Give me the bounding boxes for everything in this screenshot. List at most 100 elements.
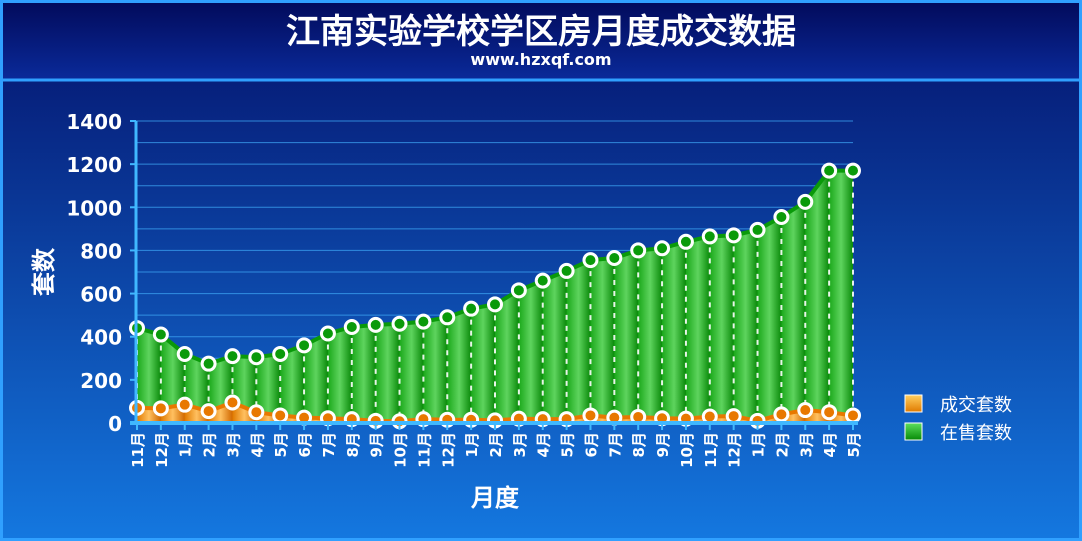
on-sale-point (821, 162, 838, 179)
y-tick-label: 1200 (66, 153, 122, 177)
x-tick-label: 2月 (201, 432, 219, 457)
on-sale-point (797, 193, 814, 210)
on-sale-area-stripe (805, 170, 830, 423)
y-tick-label: 1000 (66, 196, 122, 220)
x-tick-label: 1月 (463, 432, 481, 457)
y-tick-label: 600 (80, 283, 122, 307)
sold-point (821, 404, 838, 421)
x-tick-label: 3月 (224, 432, 242, 457)
sold-point (725, 408, 742, 425)
header-band (0, 0, 1082, 80)
chart-subtitle: www.hzxqf.com (470, 50, 611, 69)
on-sale-point (845, 162, 861, 179)
on-sale-point (152, 326, 169, 343)
x-tick-label: 9月 (654, 432, 672, 457)
on-sale-point (558, 262, 575, 279)
on-sale-point (176, 345, 193, 362)
on-sale-point (510, 282, 527, 299)
y-tick-label: 1400 (66, 110, 122, 134)
sold-point (797, 402, 814, 419)
on-sale-point (677, 233, 694, 250)
y-tick-label: 0 (108, 412, 122, 436)
y-tick-label: 800 (80, 239, 122, 263)
x-tick-label: 1月 (177, 432, 195, 457)
y-axis-ticks: 0 200 400 600 800 1000 1200 1400 (66, 110, 136, 436)
on-sale-point (224, 348, 241, 365)
x-tick-label: 7月 (320, 432, 338, 457)
chart-title: 江南实验学校学区房月度成交数据 (286, 12, 796, 52)
x-tick-label: 12月 (439, 432, 457, 468)
on-sale-area-stripe (781, 170, 806, 423)
on-sale-point (200, 355, 217, 372)
sold-point (582, 407, 599, 424)
legend-swatch-sold (904, 394, 923, 413)
on-sale-point (439, 309, 456, 326)
x-tick-label: 2月 (487, 432, 505, 457)
on-sale-point (606, 249, 623, 266)
on-sale-point (582, 252, 599, 269)
on-sale-point (749, 221, 766, 238)
on-sale-point (654, 240, 671, 257)
sold-point (224, 394, 241, 411)
x-tick-label: 5月 (559, 432, 577, 457)
sold-point (272, 407, 289, 424)
x-tick-label: 8月 (630, 432, 648, 457)
x-tick-label: 8月 (344, 432, 362, 457)
x-tick-label: 6月 (296, 432, 314, 457)
legend: 成交套数 在售套数 (904, 394, 1012, 444)
y-axis-label: 套数 (29, 247, 58, 296)
x-tick-label: 5月 (845, 432, 863, 457)
on-sale-point (701, 228, 718, 245)
x-tick-label: 11月 (129, 432, 147, 468)
y-tick-label: 200 (80, 369, 122, 393)
on-sale-point (391, 315, 408, 332)
on-sale-point (248, 349, 265, 366)
x-tick-label: 2月 (773, 432, 791, 457)
sold-point (200, 403, 217, 420)
on-sale-points (129, 162, 861, 372)
sold-point (152, 400, 169, 417)
x-tick-label: 5月 (272, 432, 290, 457)
x-tick-label: 3月 (797, 432, 815, 457)
x-tick-label: 7月 (606, 432, 624, 457)
x-tick-label: 3月 (511, 432, 529, 457)
on-sale-point (343, 319, 360, 336)
x-tick-label: 4月 (248, 432, 266, 457)
legend-item-on-sale: 在售套数 (904, 422, 1012, 444)
legend-item-sold: 成交套数 (904, 394, 1012, 416)
legend-label-on-sale: 在售套数 (940, 423, 1012, 444)
x-tick-label: 4月 (821, 432, 839, 457)
legend-swatch-on-sale (904, 422, 923, 441)
sold-point (845, 407, 861, 424)
x-tick-label: 11月 (702, 432, 720, 468)
x-axis-ticks: 11月 12月 1月 2月 3月 4月 5月 6月 7月 8月 9月 10月 11月 12月 1月 2月 3月 4… (129, 423, 863, 468)
sold-point (773, 406, 790, 423)
x-tick-label: 10月 (392, 432, 410, 468)
on-sale-point (630, 242, 647, 259)
on-sale-point (296, 337, 313, 354)
on-sale-area-stripe (829, 170, 853, 423)
x-tick-label: 12月 (726, 432, 744, 468)
y-tick-label: 400 (80, 326, 122, 350)
on-sale-point (367, 316, 384, 333)
on-sale-point (463, 300, 480, 317)
x-tick-label: 6月 (582, 432, 600, 457)
x-tick-label: 9月 (368, 432, 386, 457)
legend-label-sold: 成交套数 (940, 395, 1012, 416)
x-tick-label: 11月 (415, 432, 433, 468)
x-tick-label: 12月 (153, 432, 171, 468)
on-sale-point (534, 272, 551, 289)
on-sale-point (487, 296, 503, 313)
x-tick-label: 1月 (750, 432, 768, 457)
on-sale-point (272, 345, 289, 362)
on-sale-point (415, 313, 432, 330)
x-tick-label: 10月 (678, 432, 696, 468)
x-axis-label: 月度 (470, 483, 520, 512)
sold-point (176, 396, 193, 413)
sold-point (248, 404, 265, 421)
on-sale-point (773, 208, 790, 225)
on-sale-point (725, 227, 742, 244)
